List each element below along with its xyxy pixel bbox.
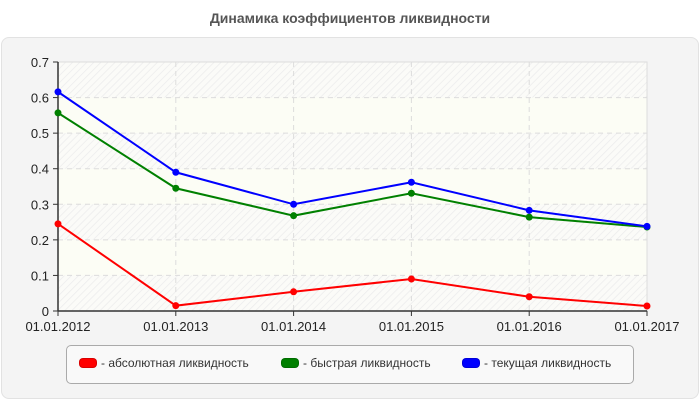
y-tick-label: 0.5	[31, 126, 49, 141]
y-tick-label: 0.2	[31, 233, 49, 248]
legend-swatch-red	[79, 358, 97, 368]
data-point[interactable]	[407, 189, 415, 197]
series-line	[57, 112, 648, 229]
data-point[interactable]	[290, 288, 298, 296]
data-point[interactable]	[643, 302, 651, 310]
x-tick-label: 01.01.2016	[497, 319, 562, 334]
x-tick-label: 01.01.2017	[614, 319, 679, 334]
data-point[interactable]	[525, 206, 533, 214]
y-tick-label: 0.7	[31, 55, 49, 70]
chart-legend: - абсолютная ликвидность - быстрая ликви…	[66, 345, 634, 384]
y-tick-label: 0	[42, 304, 49, 319]
data-point[interactable]	[290, 200, 298, 208]
data-point[interactable]	[172, 302, 180, 310]
data-point[interactable]	[643, 222, 651, 230]
data-point[interactable]	[54, 88, 62, 96]
y-tick-label: 0.4	[31, 162, 49, 177]
data-point[interactable]	[172, 184, 180, 192]
legend-label: - текущая ликвидность	[484, 356, 612, 370]
legend-label: - быстрая ликвидность	[303, 356, 431, 370]
legend-label: - абсолютная ликвидность	[101, 356, 249, 370]
data-point[interactable]	[54, 220, 62, 228]
y-tick-label: 0.6	[31, 91, 49, 106]
series-line	[57, 223, 648, 308]
x-tick-label: 01.01.2013	[143, 319, 208, 334]
data-point[interactable]	[525, 293, 533, 301]
x-tick-label: 01.01.2015	[379, 319, 444, 334]
x-tick-label: 01.01.2012	[25, 319, 90, 334]
data-point[interactable]	[407, 275, 415, 283]
y-tick-label: 0.3	[31, 197, 49, 212]
data-point[interactable]	[407, 178, 415, 186]
legend-item-absolute: - абсолютная ликвидность	[79, 356, 249, 370]
data-point[interactable]	[525, 213, 533, 221]
legend-item-current: - текущая ликвидность	[462, 356, 611, 370]
legend-swatch-blue	[462, 358, 480, 368]
legend-swatch-green	[281, 358, 299, 368]
legend-item-quick: - быстрая ликвидность	[281, 356, 431, 370]
series-line	[57, 91, 648, 228]
data-point[interactable]	[54, 109, 62, 117]
x-tick-label: 01.01.2014	[261, 319, 326, 334]
data-point[interactable]	[290, 212, 298, 220]
y-tick-label: 0.1	[31, 268, 49, 283]
data-point[interactable]	[172, 168, 180, 176]
chart-title: Динамика коэффициентов ликвидности	[209, 10, 491, 26]
